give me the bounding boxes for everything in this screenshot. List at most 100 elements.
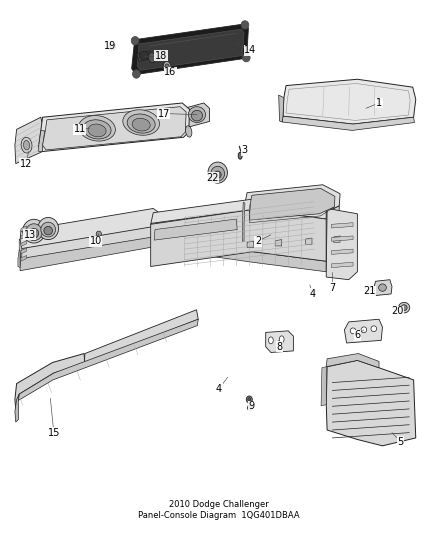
Polygon shape	[18, 249, 20, 268]
Text: 6: 6	[354, 330, 360, 340]
Ellipse shape	[110, 44, 114, 49]
Polygon shape	[18, 319, 198, 400]
Ellipse shape	[44, 227, 53, 235]
Ellipse shape	[163, 61, 171, 73]
Polygon shape	[282, 116, 414, 131]
Polygon shape	[21, 226, 27, 232]
Polygon shape	[344, 319, 382, 343]
Text: 10: 10	[90, 236, 102, 246]
Text: 20: 20	[392, 306, 404, 316]
Polygon shape	[20, 208, 162, 248]
Ellipse shape	[88, 124, 106, 137]
Polygon shape	[334, 236, 340, 242]
Ellipse shape	[238, 152, 242, 159]
Text: 11: 11	[74, 124, 86, 134]
Polygon shape	[39, 131, 45, 151]
Polygon shape	[244, 203, 339, 241]
Polygon shape	[20, 238, 326, 272]
Ellipse shape	[214, 171, 221, 179]
Ellipse shape	[109, 43, 116, 50]
Polygon shape	[326, 208, 357, 280]
Ellipse shape	[83, 120, 111, 139]
Ellipse shape	[279, 336, 284, 343]
Polygon shape	[184, 103, 209, 127]
Polygon shape	[247, 241, 254, 247]
Ellipse shape	[132, 118, 150, 131]
Text: 12: 12	[20, 159, 32, 168]
Ellipse shape	[165, 64, 169, 70]
Ellipse shape	[38, 217, 59, 240]
Polygon shape	[15, 394, 19, 422]
Text: 8: 8	[276, 342, 283, 352]
Ellipse shape	[268, 337, 273, 344]
Ellipse shape	[26, 224, 42, 241]
Ellipse shape	[41, 222, 56, 237]
Polygon shape	[21, 248, 27, 254]
Polygon shape	[151, 209, 326, 266]
Ellipse shape	[399, 302, 410, 313]
Polygon shape	[249, 189, 335, 220]
Ellipse shape	[23, 219, 45, 243]
Text: 1: 1	[376, 98, 382, 108]
Ellipse shape	[21, 138, 32, 153]
Polygon shape	[283, 79, 416, 124]
Polygon shape	[137, 29, 244, 70]
Text: 3: 3	[241, 146, 247, 156]
Polygon shape	[20, 219, 163, 262]
Polygon shape	[332, 223, 353, 228]
Polygon shape	[326, 208, 332, 273]
Polygon shape	[275, 240, 282, 246]
Polygon shape	[326, 353, 379, 368]
Text: 22: 22	[206, 173, 218, 183]
Ellipse shape	[247, 405, 253, 411]
Ellipse shape	[208, 162, 227, 183]
Text: 14: 14	[244, 45, 256, 55]
Polygon shape	[21, 241, 27, 246]
Text: 15: 15	[48, 427, 60, 438]
Text: 16: 16	[164, 67, 177, 77]
Polygon shape	[305, 238, 312, 244]
Text: 4: 4	[216, 384, 222, 394]
Polygon shape	[21, 233, 27, 239]
Ellipse shape	[79, 116, 115, 141]
Polygon shape	[21, 255, 27, 261]
Polygon shape	[19, 239, 22, 257]
Text: 21: 21	[363, 286, 376, 296]
Text: 9: 9	[248, 401, 254, 411]
Polygon shape	[15, 117, 44, 164]
Polygon shape	[15, 353, 85, 409]
Polygon shape	[39, 103, 190, 151]
Ellipse shape	[131, 37, 139, 45]
Ellipse shape	[148, 52, 155, 63]
Text: 2: 2	[255, 236, 261, 246]
Polygon shape	[84, 310, 198, 364]
Ellipse shape	[242, 53, 250, 62]
Ellipse shape	[361, 327, 367, 333]
Ellipse shape	[191, 110, 202, 121]
Text: 7: 7	[329, 282, 336, 293]
Text: 19: 19	[104, 41, 116, 51]
Polygon shape	[154, 219, 237, 240]
Text: 2010 Dodge Challenger
Panel-Console Diagram  1QG401DBAA: 2010 Dodge Challenger Panel-Console Diag…	[138, 500, 300, 520]
Text: 5: 5	[398, 437, 404, 447]
Polygon shape	[332, 236, 353, 241]
Polygon shape	[242, 202, 245, 241]
Polygon shape	[42, 107, 186, 150]
Text: 17: 17	[157, 109, 170, 118]
Ellipse shape	[188, 107, 205, 123]
Ellipse shape	[378, 284, 386, 292]
Ellipse shape	[96, 231, 101, 237]
Polygon shape	[266, 331, 293, 352]
Ellipse shape	[24, 141, 30, 150]
Polygon shape	[151, 199, 326, 224]
Polygon shape	[279, 95, 284, 122]
Text: 4: 4	[310, 289, 316, 299]
Ellipse shape	[241, 21, 249, 29]
Polygon shape	[132, 24, 248, 75]
Polygon shape	[326, 360, 416, 446]
Ellipse shape	[246, 396, 252, 403]
Ellipse shape	[249, 406, 251, 409]
Ellipse shape	[127, 114, 155, 133]
Polygon shape	[332, 249, 353, 254]
Ellipse shape	[371, 326, 377, 332]
